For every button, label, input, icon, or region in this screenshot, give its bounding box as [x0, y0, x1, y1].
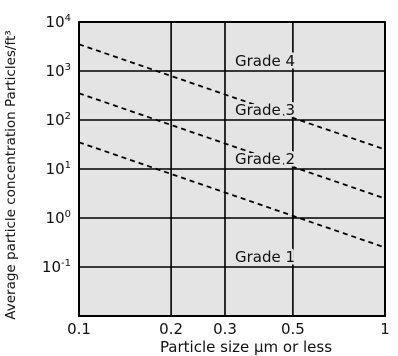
- y-tick-label: 102: [46, 111, 71, 129]
- grade-label: Grade 4: [235, 52, 295, 70]
- grade-label-halo: Grade 3: [235, 101, 295, 119]
- y-tick-label: 103: [46, 62, 71, 80]
- x-tick-label: 0.2: [159, 320, 183, 338]
- grade-label: Grade 1: [235, 248, 295, 266]
- x-tick-label: 0.1: [67, 320, 91, 338]
- x-tick-label: 0.3: [213, 320, 237, 338]
- y-axis-label: Average particle concentration Particles…: [3, 30, 19, 319]
- x-tick-label: 1: [380, 320, 390, 338]
- y-tick-label: 10-1: [42, 258, 71, 276]
- grade-label: Grade 2: [235, 150, 295, 168]
- x-tick-label: 0.5: [281, 320, 305, 338]
- x-axis-label: Particle size µm or less: [160, 338, 332, 356]
- grade-label-halo: Grade 2: [235, 150, 295, 168]
- grade-label-halo: Grade 4: [235, 52, 295, 70]
- x-tick-labels: 0.1 0.2 0.3 0.5 1: [67, 320, 390, 338]
- grade-label-halo: Grade 1: [235, 248, 295, 266]
- grade-label: Grade 3: [235, 101, 295, 119]
- y-tick-labels: 10-1 100 101 102 103 104: [42, 13, 71, 276]
- y-tick-label: 101: [46, 160, 71, 178]
- y-tick-label: 104: [46, 13, 71, 31]
- plot-frame: [78, 21, 386, 317]
- y-tick-label: 100: [46, 209, 71, 227]
